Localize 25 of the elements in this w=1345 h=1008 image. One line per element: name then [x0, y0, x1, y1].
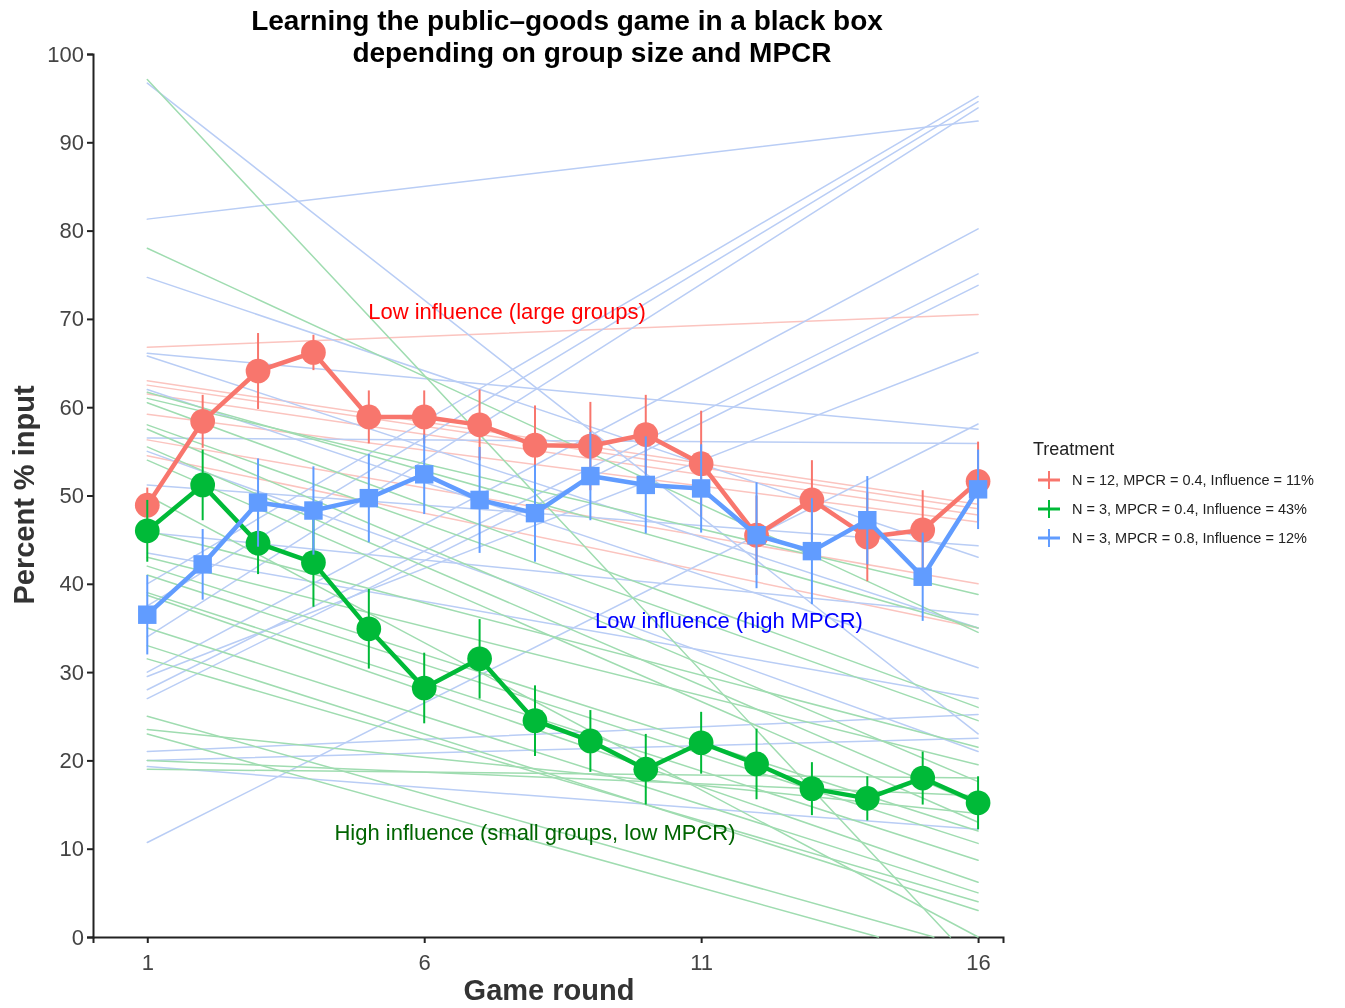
- chart-title: Learning the public–goods game in a black box depending on group size and MPCR: [251, 5, 884, 68]
- y-tick-label: 60: [59, 394, 84, 420]
- x-tick-label: 11: [690, 950, 714, 976]
- annotation: Low influence (large groups): [368, 298, 646, 324]
- legend-title: Treatment: [1033, 439, 1115, 459]
- y-tick-label: 90: [59, 129, 84, 155]
- y-tick-label: 100: [47, 41, 84, 67]
- y-tick-label: 30: [59, 659, 84, 685]
- annotation: High influence (small groups, low MPCR): [334, 819, 736, 845]
- y-tick-label: 0: [71, 924, 84, 950]
- y-tick-label: 70: [59, 306, 84, 332]
- y-tick-label: 20: [59, 747, 84, 773]
- y-tick-label: 80: [59, 218, 84, 244]
- legend-label: N = 12, MPCR = 0.4, Influence = 11%: [1072, 472, 1315, 489]
- x-tick-label: 16: [966, 950, 991, 976]
- legend-label: N = 3, MPCR = 0.4, Influence = 43%: [1072, 501, 1308, 518]
- legend-label: N = 3, MPCR = 0.8, Influence = 12%: [1072, 530, 1308, 547]
- x-tick-label: 6: [418, 950, 431, 976]
- x-axis-title: Game round: [463, 974, 635, 1006]
- y-tick-label: 50: [59, 483, 84, 509]
- y-axis-title: Percent % input: [8, 385, 40, 605]
- y-tick-label: 40: [59, 571, 84, 597]
- y-tick-label: 10: [59, 836, 84, 862]
- x-tick-label: 1: [141, 950, 154, 976]
- annotation: Low influence (high MPCR): [595, 607, 863, 633]
